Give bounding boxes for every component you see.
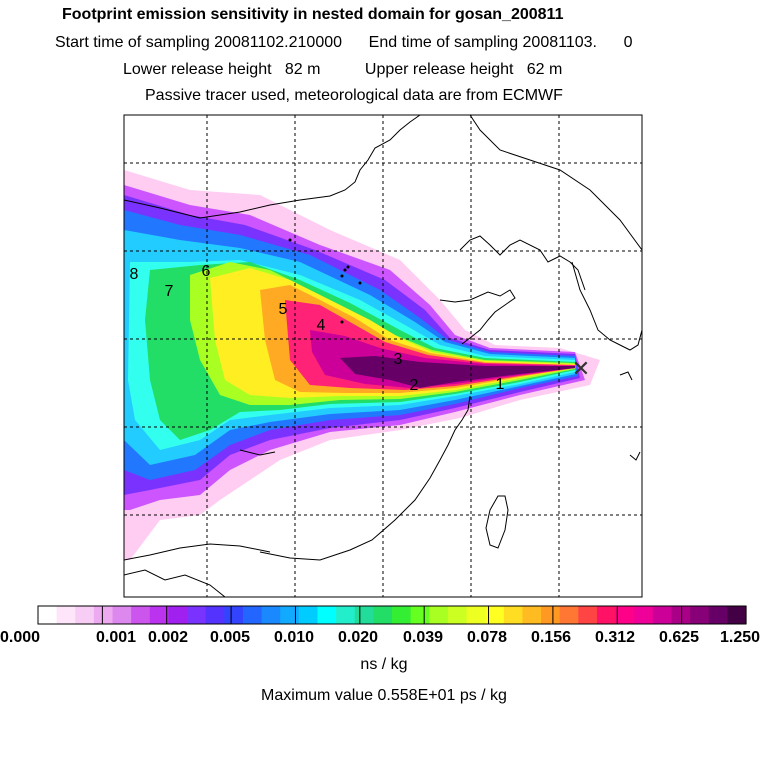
sampling-time-line: Start time of sampling 20081102.210000 E… [55,34,633,51]
colorbar-swatch [317,606,337,624]
colorbar-frame [37,605,747,625]
colorbar-label: 1.250 [719,629,761,646]
colorbar-swatch [112,606,132,624]
colorbar-label: 0.625 [658,629,700,646]
colorbar-swatch [93,606,114,624]
trajectory-marker-6: 6 [202,263,211,280]
colorbar-swatch [559,606,579,624]
colorbar-label: 0.005 [209,629,251,646]
plume-level-13 [340,356,575,388]
trajectory-marker-7: 7 [165,283,174,300]
colorbar-label: 0.312 [594,629,636,646]
colorbar-swatch [596,606,617,624]
colorbar-label: 0.001 [95,629,137,646]
coastlines [124,115,642,597]
colorbar-label: 0.002 [147,629,189,646]
colorbar-label: 0.020 [337,629,379,646]
colorbar-swatch [690,606,710,624]
colorbar-units: ns / kg [360,656,408,673]
colorbar-swatch [205,606,225,624]
colorbar-label: 0.010 [273,629,315,646]
colorbar [37,605,747,625]
colorbar-swatch [503,606,524,624]
colorbar-label: 0.039 [402,629,444,646]
graticule [124,115,642,597]
colorbar-swatch [447,606,468,624]
colorbar-swatch [708,606,728,624]
plume-layer [124,170,600,560]
colorbar-swatch [261,606,281,624]
trajectory-marker-4: 4 [317,317,326,334]
colorbar-swatch [131,606,151,624]
colorbar-swatch [298,606,319,624]
trajectory-marker-8: 8 [130,266,139,283]
colorbar-swatch [485,606,505,624]
trajectory-marker-1: 1 [496,376,505,393]
trajectory-marker-2: 2 [410,377,419,394]
trajectory-marker-3: 3 [394,351,403,368]
small-features [288,238,362,324]
colorbar-swatch [149,606,170,624]
colorbar-swatch [541,606,561,624]
maximum-value-note: Maximum value 0.558E+01 ps / kg [261,687,507,704]
colorbar-swatch [392,606,412,624]
colorbar-swatch [242,606,263,624]
colorbar-swatch [373,606,393,624]
colorbar-swatch [280,606,300,624]
colorbar-label: 0.000 [0,629,41,646]
colorbar-swatch [615,606,635,624]
colorbar-swatch [38,606,58,624]
release-height-line: Lower release height 82 m Upper release … [123,61,563,78]
map-frame [123,114,643,598]
colorbar-swatch [466,606,486,624]
colorbar-swatch [354,606,374,624]
colorbar-swatch [168,606,188,624]
colorbar-label: 0.078 [466,629,508,646]
colorbar-swatch [75,606,95,624]
colorbar-swatch [727,606,747,624]
tracer-info-line: Passive tracer used, meteorological data… [145,87,563,104]
colorbar-swatch [671,606,691,624]
colorbar-swatch [522,606,542,624]
colorbar-swatch [56,606,76,624]
colorbar-swatch [410,606,430,624]
colorbar-swatch [634,606,654,624]
trajectory-marker-5: 5 [279,301,288,318]
colorbar-swatch [652,606,673,624]
receptor-symbol: ✕ [572,356,590,381]
plot-title: Footprint emission sensitivity in nested… [62,6,564,23]
colorbar-swatch [224,606,244,624]
trajectory-markers: 8 7 6 5 4 32 1 [130,263,505,394]
colorbar-swatch [187,606,207,624]
colorbar-swatch [578,606,598,624]
colorbar-swatch [336,606,356,624]
colorbar-label: 0.156 [530,629,572,646]
colorbar-swatch [429,606,449,624]
